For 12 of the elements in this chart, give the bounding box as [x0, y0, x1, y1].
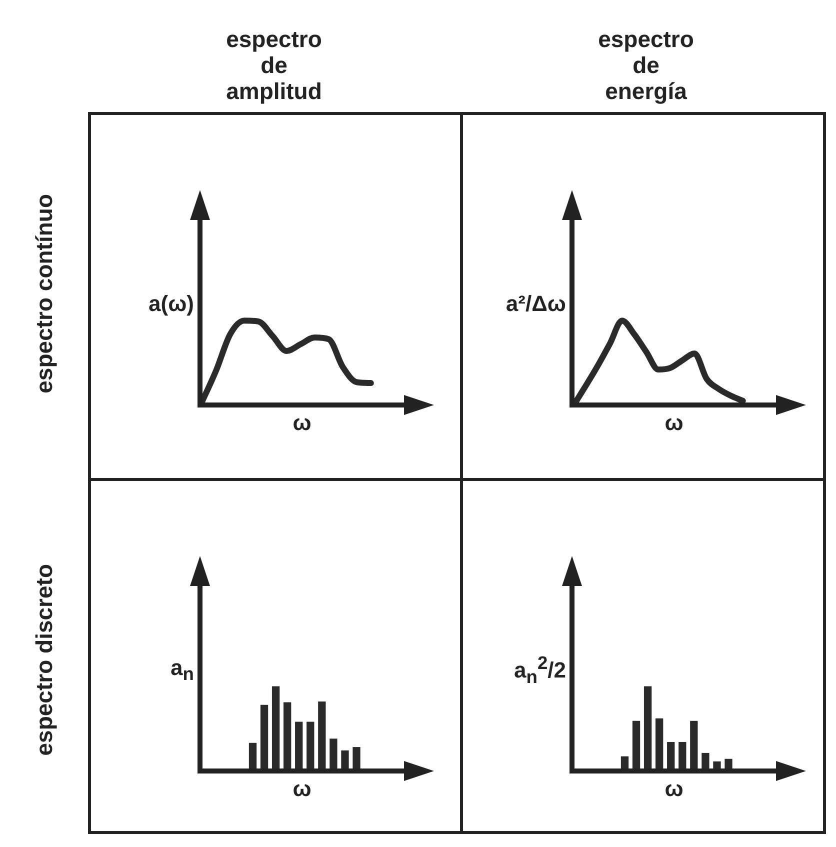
chart-title: espectro de energía [598, 26, 694, 106]
y-axis-title: a²/Δω [506, 291, 566, 317]
y-axis-title: a(ω) [148, 291, 194, 317]
x-axis-title: ω [664, 410, 684, 436]
x-axis-title: ω [664, 776, 684, 802]
x-axis-title: ω [292, 776, 312, 802]
y-axis-title: a$_{n}$ [170, 654, 194, 686]
y-axis-title: a$_{n}$$^{2}$/2 [514, 652, 566, 688]
x-axis-title: ω [292, 410, 312, 436]
text: espectro discreto [30, 564, 58, 756]
chart-title: espectro de amplitud [226, 26, 322, 106]
text: espectro contínuo [30, 194, 58, 394]
